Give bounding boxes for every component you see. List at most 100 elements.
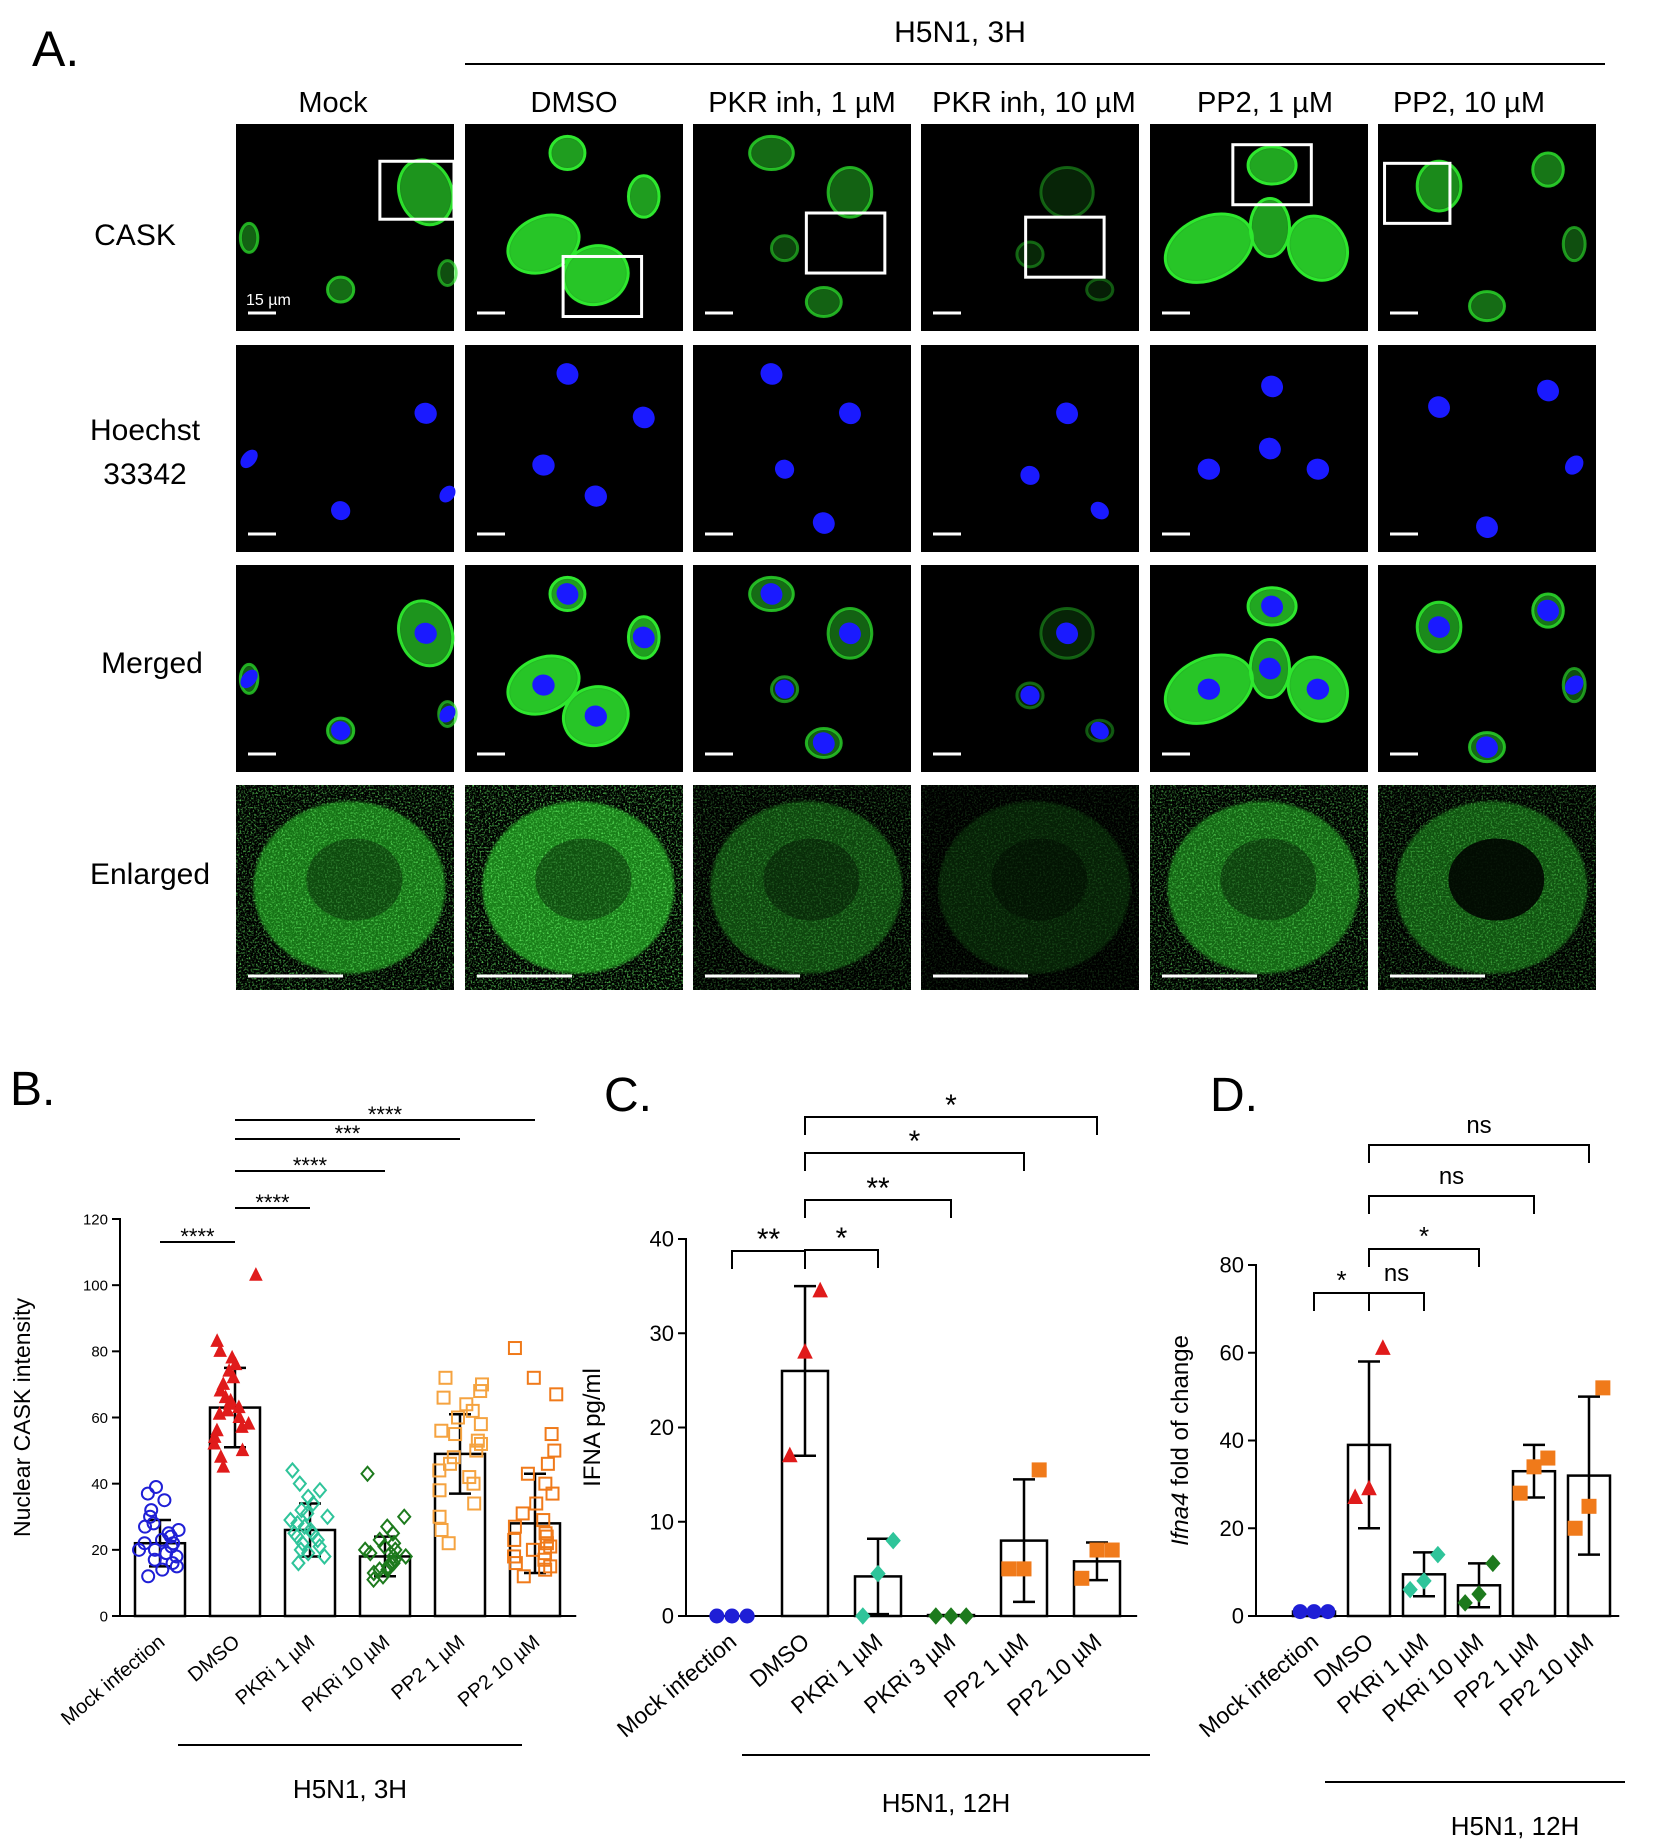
panel-a: A. H5N1, 3H Mock DMSO PKR inh, 1 µM PKR inh… xyxy=(32,16,1605,990)
data-point xyxy=(538,1476,553,1491)
column-label: PKR inh, 1 µM xyxy=(708,87,896,119)
data-point xyxy=(1074,1570,1090,1586)
data-point xyxy=(235,1442,250,1457)
data-point xyxy=(520,1466,535,1481)
significance-label: * xyxy=(909,1125,921,1158)
data-point xyxy=(1416,1572,1432,1590)
data-point xyxy=(379,1518,395,1536)
y-tick-label: 40 xyxy=(1220,1428,1244,1453)
data-point xyxy=(782,1446,798,1463)
data-point xyxy=(218,1389,233,1404)
y-axis-label-gene: Ifna4 xyxy=(1167,1493,1194,1546)
significance-label: * xyxy=(836,1222,848,1255)
group-label: H5N1, 12H xyxy=(1451,1811,1580,1841)
data-point xyxy=(434,1522,449,1537)
row-label: CASK xyxy=(94,219,176,252)
data-point xyxy=(739,1608,755,1624)
data-point xyxy=(294,1501,309,1519)
data-point xyxy=(207,1435,222,1450)
panel-d-chart: D. 0 20 40 60 80 Ifna4 fold of change Mock infe… xyxy=(1167,1069,1625,1841)
data-point xyxy=(291,1554,306,1572)
micrograph-grid: 15 µm xyxy=(236,124,1596,990)
zoom-box xyxy=(561,254,644,319)
significance-label: * xyxy=(1336,1265,1346,1295)
y-tick-label: 20 xyxy=(91,1542,108,1559)
data-point xyxy=(547,1443,562,1458)
panel-a-row-labels: CASK Hoechst 33342 Merged Enlarged xyxy=(90,219,210,891)
data-point xyxy=(303,1521,318,1539)
data-point xyxy=(148,1479,163,1494)
y-axis-label: Ifna4 fold of change xyxy=(1167,1335,1194,1546)
data-point xyxy=(855,1607,871,1625)
data-point xyxy=(459,1397,474,1412)
data-point xyxy=(1512,1485,1528,1501)
row-label: Hoechst xyxy=(90,414,201,447)
data-point xyxy=(216,1376,231,1390)
data-point xyxy=(1402,1580,1418,1599)
row-label: 33342 xyxy=(103,458,186,491)
x-tick-label: Mock infection xyxy=(612,1628,741,1742)
significance-label: *** xyxy=(335,1121,361,1146)
data-point xyxy=(1001,1561,1017,1577)
data-point xyxy=(434,1423,449,1438)
group-label: H5N1, 3H xyxy=(293,1774,407,1804)
data-point xyxy=(467,1496,482,1511)
data-point xyxy=(213,1343,227,1357)
data-point xyxy=(1485,1554,1501,1573)
data-point xyxy=(473,1417,488,1432)
data-point xyxy=(507,1532,522,1547)
data-point xyxy=(958,1607,974,1625)
micrograph-2-4 xyxy=(1150,565,1368,772)
x-tick-label: DMSO xyxy=(184,1631,244,1686)
data-point xyxy=(432,1483,447,1498)
data-point xyxy=(360,1465,375,1483)
data-point xyxy=(386,1534,402,1552)
data-point xyxy=(225,1349,239,1364)
y-tick-label: 0 xyxy=(100,1608,108,1625)
data-point xyxy=(216,1459,231,1473)
column-label: PKR inh, 10 µM xyxy=(932,87,1136,119)
data-point xyxy=(157,1493,172,1508)
data-point xyxy=(475,1377,490,1392)
panel-letter: C. xyxy=(604,1069,652,1122)
panel-a-group-label: H5N1, 3H xyxy=(894,16,1026,49)
significance-bracket xyxy=(1313,1292,1370,1311)
y-tick-label: 40 xyxy=(650,1227,674,1252)
panel-a-column-labels: Mock DMSO PKR inh, 1 µM PKR inh, 10 µM PP2, … xyxy=(298,87,1545,119)
data-point xyxy=(290,1514,305,1532)
significance-bracket xyxy=(804,1199,952,1218)
micrograph-2-3 xyxy=(921,565,1139,772)
data-point xyxy=(516,1569,531,1584)
significance-label: ns xyxy=(1439,1163,1464,1190)
significance-label: * xyxy=(945,1089,957,1122)
data-point xyxy=(462,1470,477,1485)
data-point xyxy=(526,1370,541,1385)
data-point xyxy=(143,1509,158,1524)
data-point xyxy=(529,1496,544,1511)
micrograph-2-2 xyxy=(693,565,911,772)
micrograph-3-5 xyxy=(1378,785,1596,990)
micrograph-1-4 xyxy=(1150,345,1368,552)
significance-bracket xyxy=(1368,1248,1480,1267)
data-point xyxy=(724,1608,740,1624)
data-point xyxy=(543,1539,558,1554)
significance-bracket xyxy=(1368,1195,1535,1214)
data-point xyxy=(1306,1604,1322,1620)
row-label: Enlarged xyxy=(90,858,210,891)
data-point xyxy=(362,1544,378,1562)
data-point xyxy=(285,1461,300,1479)
row-label: Merged xyxy=(101,647,203,680)
micrograph-1-0 xyxy=(236,345,456,552)
data-point xyxy=(943,1607,959,1625)
data-point xyxy=(870,1564,886,1583)
micrograph-0-0: 15 µm xyxy=(236,124,458,331)
data-point xyxy=(297,1518,312,1536)
data-point xyxy=(141,1569,156,1584)
scale-bar-label: 15 µm xyxy=(246,292,291,309)
y-tick-label: 100 xyxy=(83,1277,108,1294)
micrograph-3-3 xyxy=(921,785,1139,990)
data-point xyxy=(1375,1339,1391,1355)
data-point xyxy=(1567,1520,1583,1536)
data-point xyxy=(436,1390,451,1405)
data-point xyxy=(438,1370,453,1385)
